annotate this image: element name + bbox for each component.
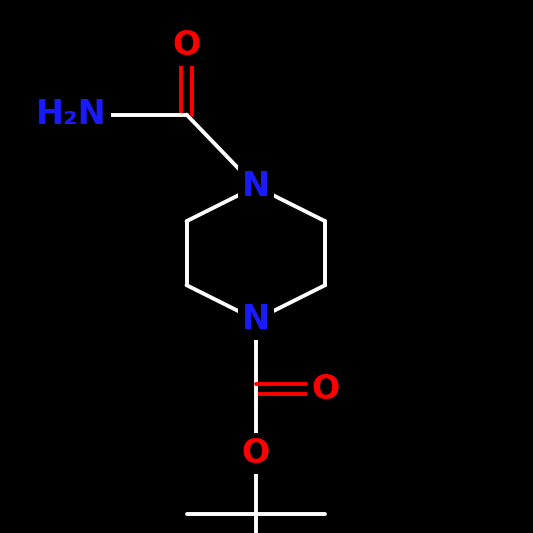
Text: O: O <box>172 29 201 62</box>
Text: H₂N: H₂N <box>36 98 107 131</box>
Text: N: N <box>242 170 270 203</box>
Text: N: N <box>242 303 270 336</box>
Text: O: O <box>311 373 340 406</box>
Text: O: O <box>241 437 270 470</box>
